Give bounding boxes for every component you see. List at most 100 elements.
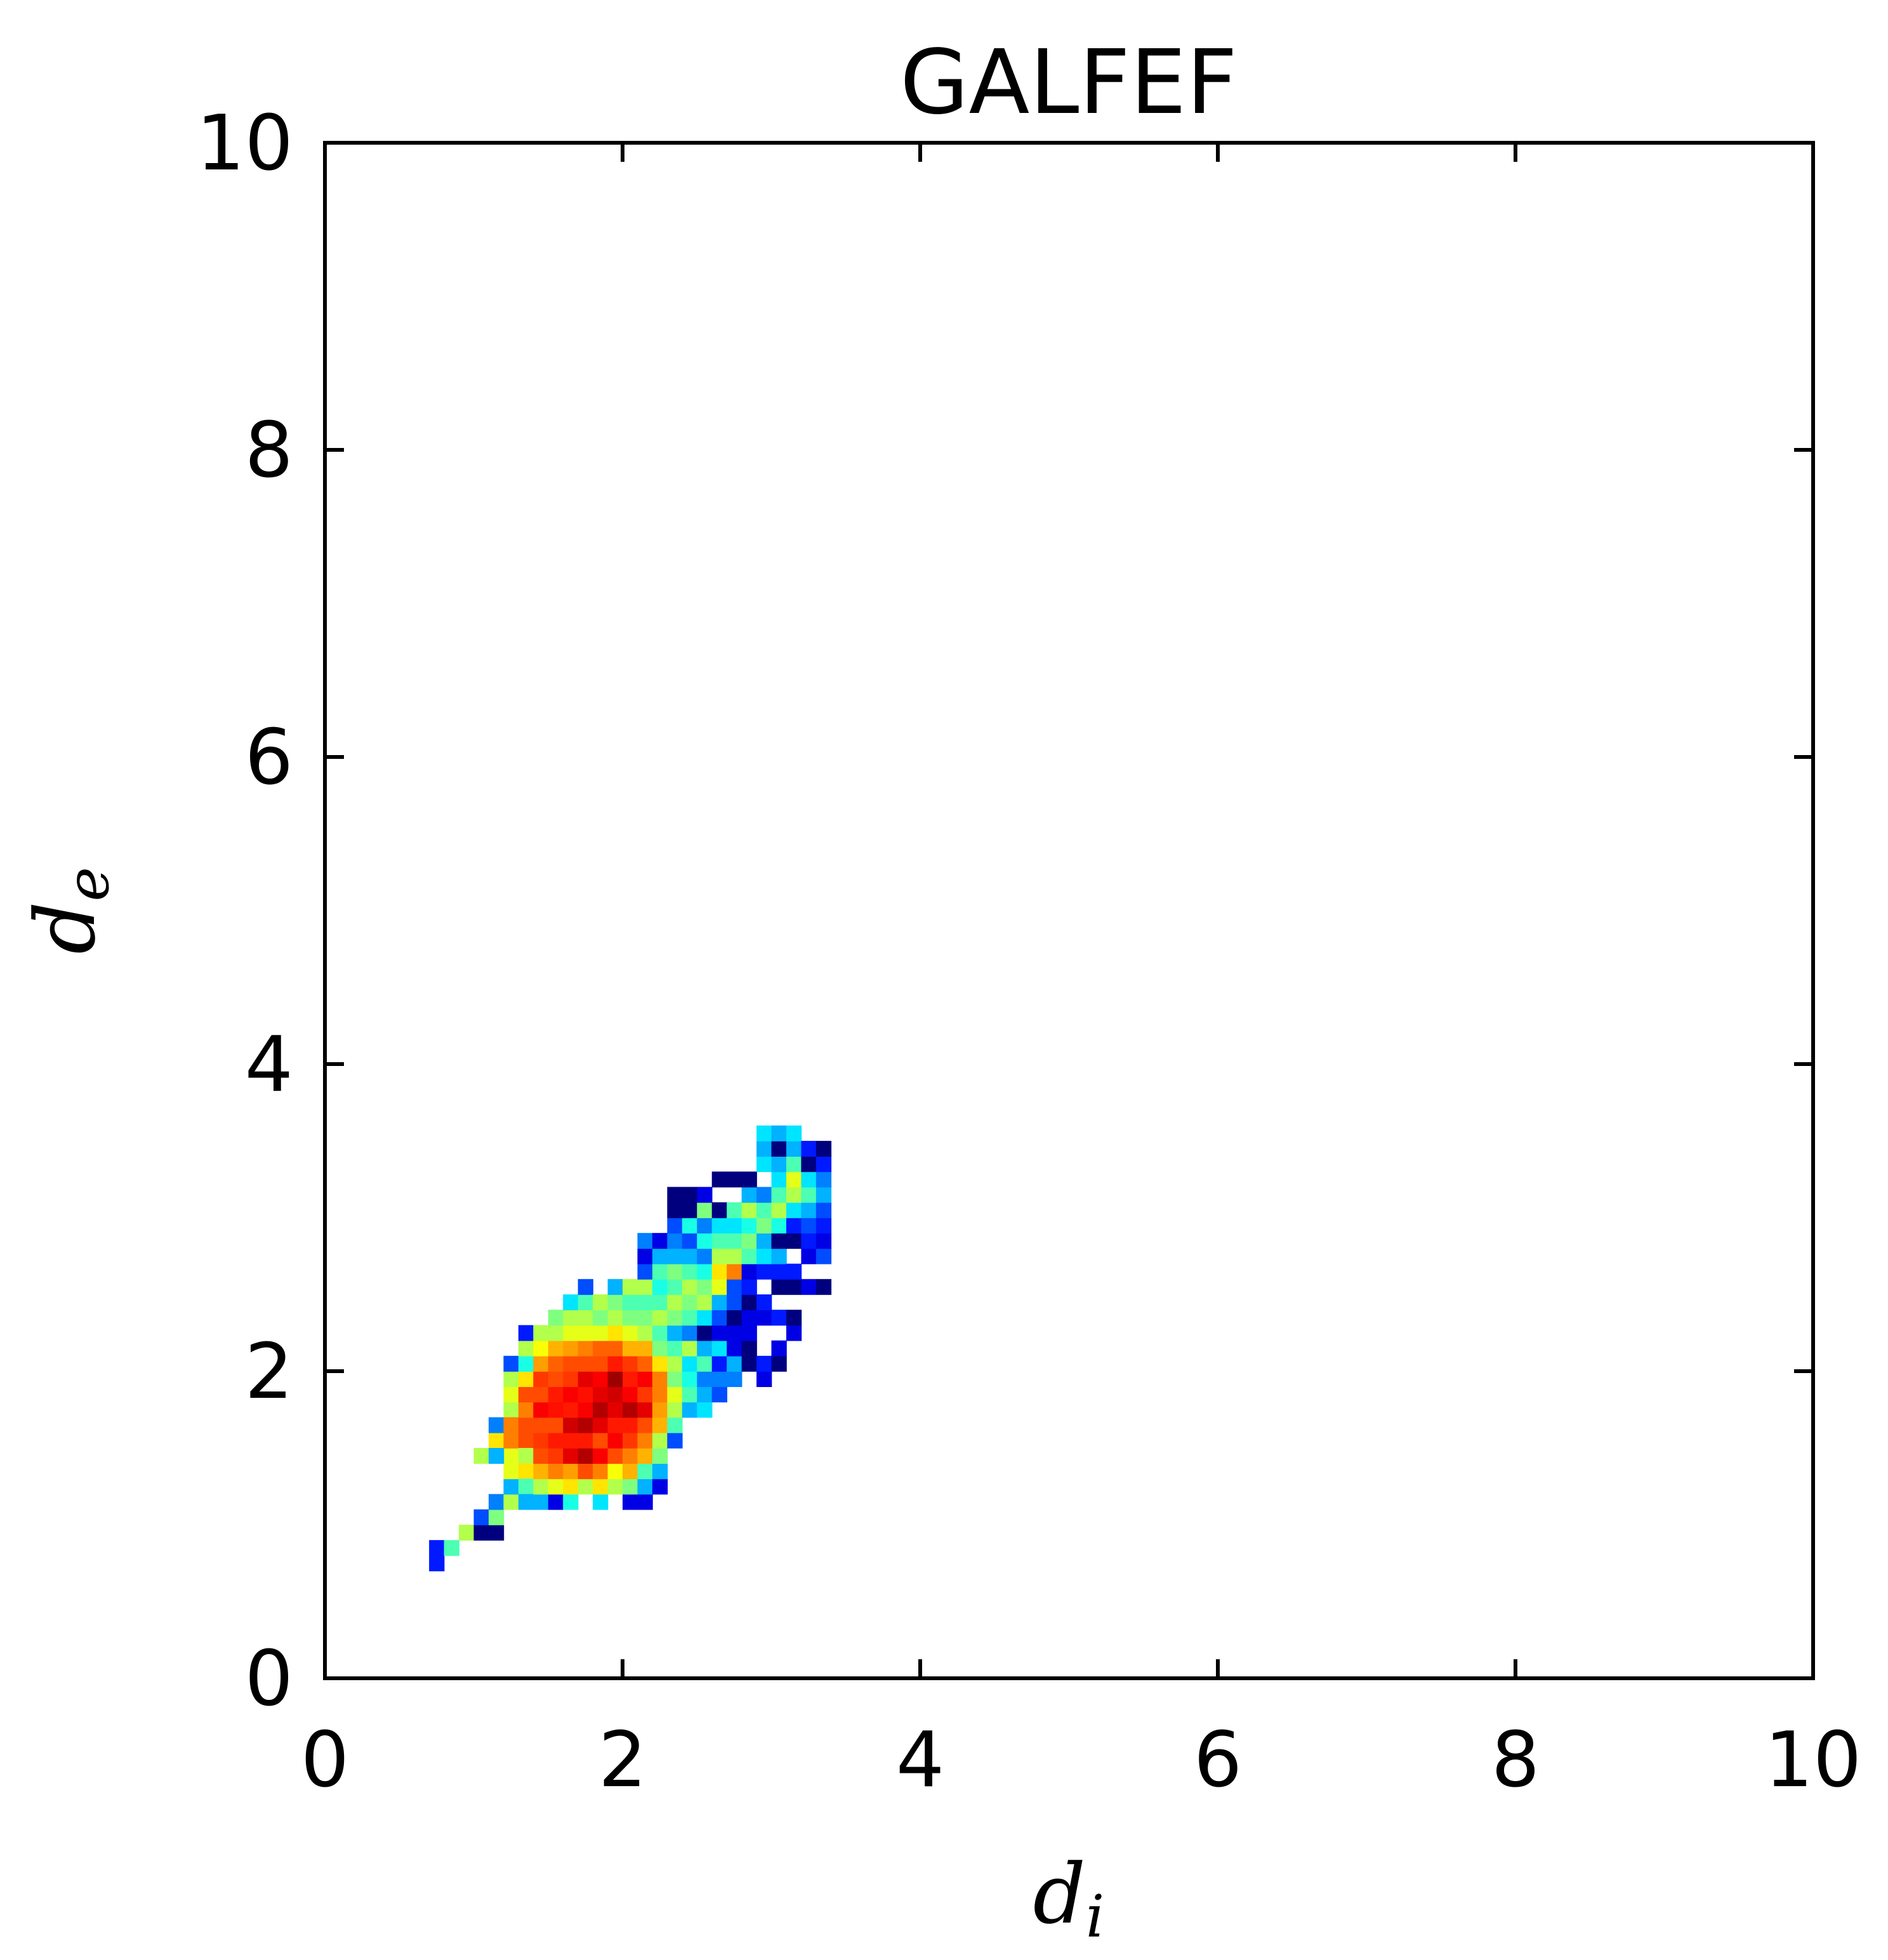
heatmap-cell	[623, 1294, 638, 1310]
heatmap-cell	[727, 1355, 743, 1372]
heatmap-cell	[771, 1171, 787, 1188]
heatmap-cell	[801, 1248, 817, 1265]
heatmap-cell	[607, 1340, 623, 1357]
y-tick-label: 0	[245, 1635, 293, 1723]
heatmap-cell	[578, 1478, 593, 1495]
heatmap-cell	[548, 1448, 564, 1464]
heatmap-cell	[741, 1171, 757, 1188]
heatmap-cell	[756, 1355, 772, 1372]
heatmap-cell	[578, 1463, 593, 1480]
heatmap-cell	[727, 1310, 743, 1326]
heatmap-cell	[667, 1432, 683, 1449]
x-axis-label-subscript: i	[1086, 1883, 1104, 1950]
heatmap-cell	[563, 1478, 579, 1495]
heatmap-cell	[697, 1310, 713, 1326]
heatmap-cell	[563, 1417, 579, 1433]
heatmap-cell	[607, 1386, 623, 1403]
heatmap-cell	[503, 1355, 519, 1372]
heatmap-cell	[623, 1463, 638, 1480]
heatmap-cell	[563, 1325, 579, 1341]
heatmap-cell	[548, 1355, 564, 1372]
heatmap-cell	[815, 1202, 832, 1218]
heatmap-cell	[473, 1525, 489, 1541]
heatmap-cell	[756, 1233, 772, 1249]
heatmap-cell	[637, 1294, 653, 1310]
heatmap-cell	[652, 1432, 668, 1449]
heatmap-cell	[667, 1386, 683, 1403]
heatmap-cell	[548, 1432, 564, 1449]
heatmap-cell	[682, 1355, 698, 1372]
heatmap-cell	[667, 1202, 683, 1218]
heatmap-cell	[711, 1218, 727, 1233]
heatmap-cell	[623, 1279, 638, 1295]
plot-frame	[323, 141, 1815, 1680]
heatmap-cell	[697, 1386, 713, 1403]
heatmap-cell	[756, 1294, 772, 1310]
heatmap-cell	[518, 1478, 534, 1495]
heatmap-cell	[637, 1463, 653, 1480]
heatmap-cell	[578, 1294, 593, 1310]
heatmap-cell	[771, 1310, 787, 1326]
heatmap-cell	[741, 1340, 757, 1357]
heatmap-cell	[578, 1310, 593, 1326]
heatmap-cell	[667, 1187, 683, 1203]
heatmap-cell	[563, 1463, 579, 1480]
heatmap-cell	[697, 1279, 713, 1295]
heatmap-cell	[533, 1355, 549, 1372]
heatmap-cell	[786, 1171, 802, 1188]
heatmap-cell	[667, 1218, 683, 1233]
heatmap-cell	[518, 1355, 534, 1372]
heatmap-cell	[607, 1402, 623, 1418]
heatmap-cell	[548, 1386, 564, 1403]
heatmap-cell	[623, 1310, 638, 1326]
heatmap-cell	[682, 1263, 698, 1280]
heatmap-cell	[563, 1494, 579, 1510]
heatmap-cell	[786, 1310, 802, 1326]
heatmap-cell	[637, 1263, 653, 1280]
heatmap-cell	[815, 1171, 832, 1188]
heatmap-cell	[697, 1371, 713, 1387]
heatmap-cell	[727, 1202, 743, 1218]
heatmap-cell	[563, 1355, 579, 1372]
heatmap-cell	[578, 1386, 593, 1403]
heatmap-cell	[786, 1279, 802, 1295]
heatmap-cell	[578, 1340, 593, 1357]
heatmap-cell	[815, 1233, 832, 1249]
heatmap-cell	[667, 1310, 683, 1326]
heatmap-cell	[711, 1171, 727, 1188]
heatmap-cell	[815, 1141, 832, 1157]
heatmap-cell	[563, 1371, 579, 1387]
heatmap-cell	[607, 1448, 623, 1464]
heatmap-cell	[727, 1248, 743, 1265]
heatmap-cell	[697, 1248, 713, 1265]
heatmap-cell	[607, 1478, 623, 1495]
heatmap-cell	[652, 1478, 668, 1495]
heatmap-cell	[548, 1463, 564, 1480]
heatmap-cell	[593, 1402, 609, 1418]
heatmap-cell	[667, 1355, 683, 1372]
heatmap-cell	[548, 1417, 564, 1433]
heatmap-cell	[488, 1432, 505, 1449]
heatmap-cell	[697, 1187, 713, 1203]
heatmap-cell	[518, 1386, 534, 1403]
heatmap-cell	[697, 1340, 713, 1357]
x-tick-label: 4	[896, 1716, 944, 1805]
heatmap-cell	[711, 1355, 727, 1372]
x-axis-label: di	[1033, 1846, 1105, 1950]
heatmap-cells	[429, 1125, 832, 1572]
heatmap-cell	[801, 1141, 817, 1157]
heatmap-cell	[727, 1294, 743, 1310]
heatmap-cell	[578, 1279, 593, 1295]
heatmap-cell	[697, 1263, 713, 1280]
heatmap-cell	[533, 1478, 549, 1495]
heatmap-cell	[711, 1310, 727, 1326]
heatmap-cell	[518, 1463, 534, 1480]
heatmap-cell	[593, 1463, 609, 1480]
heatmap-cell	[801, 1171, 817, 1188]
heatmap-cell	[697, 1233, 713, 1249]
heatmap-cell	[503, 1478, 519, 1495]
heatmap-cell	[518, 1325, 534, 1341]
heatmap-cell	[786, 1218, 802, 1233]
heatmap-cell	[786, 1233, 802, 1249]
heatmap-cell	[711, 1248, 727, 1265]
